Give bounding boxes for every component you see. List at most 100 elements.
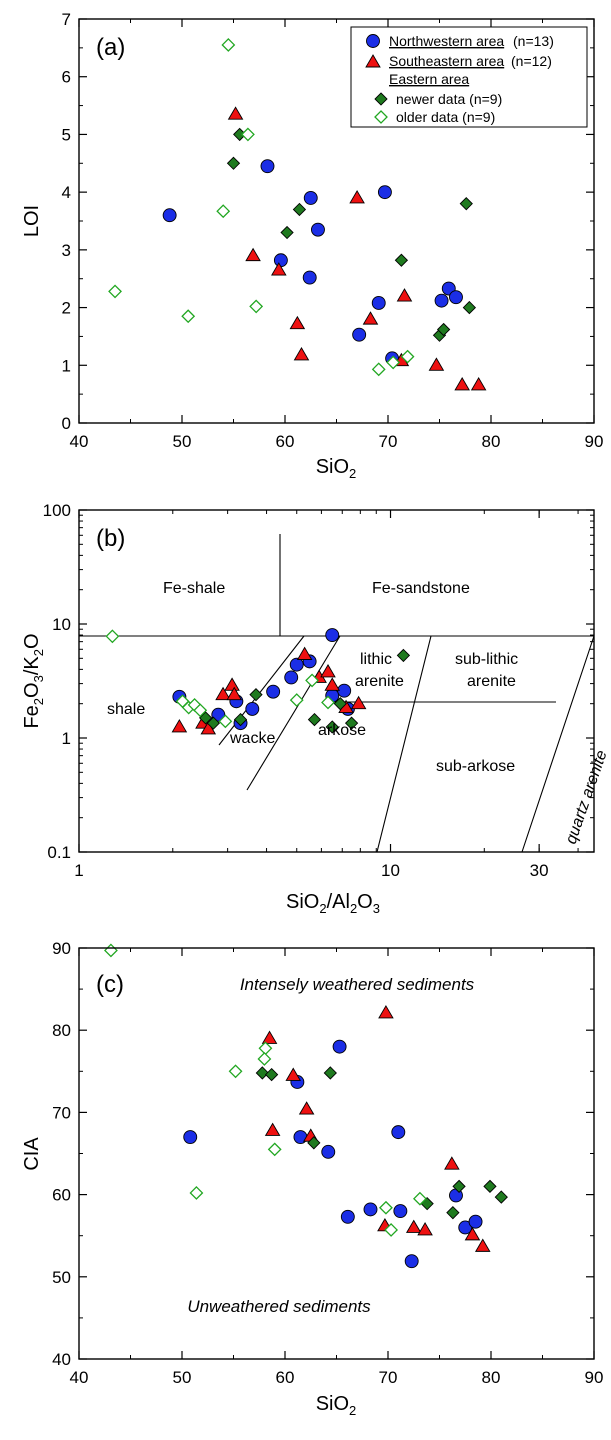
y-tick-label: 0.1 xyxy=(47,843,71,862)
point-a-northwestern-4 xyxy=(303,190,318,205)
point-c-eastern-older-6 xyxy=(267,1142,282,1157)
point-a-northwestern-8 xyxy=(371,296,386,310)
point-c-southeastern-12 xyxy=(474,1238,491,1252)
point-a-northwestern-2 xyxy=(260,159,275,174)
point-b-eastern-older-5 xyxy=(193,703,208,718)
point-a-eastern-newer-3 xyxy=(292,202,307,217)
panel-label-b: (b) xyxy=(96,525,125,552)
point-b-southeastern-9 xyxy=(320,664,336,678)
point-c-southeastern-3 xyxy=(285,1067,302,1081)
point-a-eastern-newer-2 xyxy=(226,156,241,170)
point-c-northwestern-6 xyxy=(340,1209,355,1224)
point-c-southeastern-11 xyxy=(464,1226,481,1241)
point-a-eastern-older-5 xyxy=(181,309,196,324)
x-tick-label: 90 xyxy=(585,1368,604,1387)
point-c-northwestern-5 xyxy=(332,1039,347,1054)
point-a-northwestern-1 xyxy=(162,208,177,223)
point-c-northwestern-1 xyxy=(183,1130,198,1145)
y-tick-label: 10 xyxy=(52,615,71,634)
legend-entry-newer: newer data (n=9) xyxy=(374,91,502,107)
x-tick-label: 80 xyxy=(482,432,501,451)
point-a-eastern-newer-4 xyxy=(280,225,294,240)
x-axis-label-b: SiO2/Al2O3 xyxy=(286,891,380,916)
boundary-wacke-arkose xyxy=(246,635,341,791)
x-tick-label: 70 xyxy=(379,432,398,451)
point-a-northwestern-7 xyxy=(377,185,392,200)
annotation-intensely-weathered: Intensely weathered sediments xyxy=(240,975,475,994)
point-c-northwestern-8 xyxy=(391,1125,406,1140)
point-a-eastern-older-9 xyxy=(400,349,415,364)
x-tick-label: 90 xyxy=(585,432,604,451)
point-b-eastern-newer-2 xyxy=(206,716,221,730)
panel-c-cia-vs-sio2: 40 50 60 70 80 90 40 50 60 70 80 90 (c) Intensely w… xyxy=(21,939,603,1418)
point-a-southeastern-9 xyxy=(396,288,413,302)
legend-label-newer: newer data (n=9) xyxy=(396,91,502,107)
point-b-eastern-older-9 xyxy=(321,695,335,710)
y-axis-label-a: LOI xyxy=(21,205,43,237)
region-label-sub-lithic-arenite-line2: arenite xyxy=(467,673,516,690)
panel-label-a: (a) xyxy=(96,34,125,61)
point-b-eastern-newer-5 xyxy=(307,712,322,727)
point-b-eastern-newer-8 xyxy=(333,697,347,711)
legend-marker-older xyxy=(374,110,388,124)
point-a-southeastern-1 xyxy=(227,106,244,120)
y-axis-label-b: Fe2O3/K2O xyxy=(21,633,46,728)
legend-marker-newer xyxy=(374,92,388,106)
point-a-southeastern-6 xyxy=(349,190,365,204)
point-c-eastern-newer-7 xyxy=(446,1206,460,1220)
point-c-eastern-older-9 xyxy=(413,1191,427,1206)
point-c-southeastern-1 xyxy=(261,1030,278,1044)
y-tick-label: 3 xyxy=(62,241,71,260)
y-axis-label-c: CIA xyxy=(21,1137,43,1171)
point-c-southeastern-4 xyxy=(298,1101,315,1115)
point-c-eastern-newer-3 xyxy=(307,1136,321,1150)
point-b-eastern-newer-1 xyxy=(199,711,213,725)
point-b-eastern-newer-4 xyxy=(249,688,263,702)
point-c-eastern-newer-1 xyxy=(255,1066,269,1080)
point-c-southeastern-2 xyxy=(264,1122,281,1136)
point-a-northwestern-12 xyxy=(434,293,449,308)
point-a-southeastern-12 xyxy=(470,377,487,391)
point-c-southeastern-8 xyxy=(405,1219,422,1233)
point-b-eastern-newer-9 xyxy=(396,648,411,663)
legend-label-eastern: Eastern area xyxy=(389,71,469,87)
boundary-shale-wacke xyxy=(218,635,305,746)
region-label-sub-lithic-arenite-line1: sub-lithic xyxy=(455,651,518,668)
point-b-northwestern-6 xyxy=(266,684,281,699)
region-label-shale: shale xyxy=(107,701,145,718)
point-a-eastern-older-7 xyxy=(371,362,386,377)
point-c-northwestern-9 xyxy=(393,1204,408,1218)
point-a-eastern-older-3 xyxy=(216,204,231,219)
point-c-eastern-newer-2 xyxy=(264,1067,279,1082)
y-tick-label: 2 xyxy=(62,299,71,318)
point-c-eastern-older-2 xyxy=(189,1186,204,1200)
point-b-southeastern-10 xyxy=(324,677,341,691)
y-tick-label: 1 xyxy=(62,356,71,375)
legend-marker-northwestern xyxy=(366,34,380,48)
point-b-northwestern-5 xyxy=(245,701,260,716)
x-tick-label: 40 xyxy=(70,432,89,451)
region-label-fe-sandstone: Fe-sandstone xyxy=(372,580,470,597)
point-a-eastern-newer-8 xyxy=(436,322,451,337)
point-c-northwestern-7 xyxy=(363,1202,378,1217)
point-a-northwestern-9 xyxy=(352,327,367,342)
point-b-northwestern-10 xyxy=(325,628,340,642)
point-c-eastern-older-5 xyxy=(257,1052,272,1066)
x-tick-label: 60 xyxy=(276,1368,295,1387)
y-tick-label: 4 xyxy=(62,183,71,202)
region-label-lithic-arenite-line1: lithic xyxy=(360,651,392,668)
boundary-lithic-sublithic xyxy=(376,635,432,853)
x-tick-label: 70 xyxy=(379,1368,398,1387)
point-b-eastern-newer-3 xyxy=(233,712,248,727)
legend-count-southeastern: (n=12) xyxy=(511,53,552,69)
point-b-eastern-older-6 xyxy=(218,714,233,729)
point-b-eastern-newer-7 xyxy=(344,716,359,730)
point-a-eastern-older-2 xyxy=(241,127,255,142)
point-b-southeastern-5 xyxy=(224,677,240,691)
point-c-southeastern-9 xyxy=(417,1222,433,1236)
point-a-eastern-newer-6 xyxy=(459,197,473,211)
y-tick-label: 40 xyxy=(52,1350,71,1369)
point-a-eastern-newer-5 xyxy=(394,253,409,267)
point-c-eastern-newer-9 xyxy=(494,1190,508,1204)
